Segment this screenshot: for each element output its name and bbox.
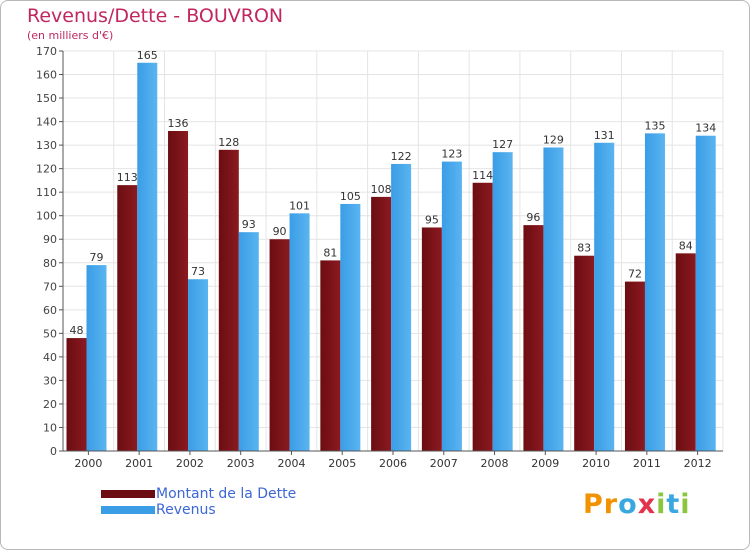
y-tick-label: 60	[43, 304, 57, 317]
legend-label-dette: Montant de la Dette	[156, 486, 297, 502]
y-tick-label: 160	[36, 69, 57, 82]
bar-revenus	[86, 265, 107, 451]
data-label: 72	[628, 268, 642, 281]
legend-label-revenus: Revenus	[156, 502, 216, 518]
y-tick-label: 80	[43, 257, 57, 270]
bar-dette	[117, 185, 138, 451]
chart-subtitle: (en milliers d'€)	[27, 29, 114, 42]
data-label: 129	[543, 133, 564, 146]
chart-title: Revenus/Dette - BOUVRON	[27, 5, 284, 27]
data-label: 113	[117, 171, 138, 184]
y-tick-label: 150	[36, 92, 57, 105]
data-label: 131	[594, 129, 615, 142]
x-tick-label: 2006	[379, 457, 407, 470]
data-label: 127	[492, 138, 513, 151]
x-tick-label: 2001	[125, 457, 153, 470]
x-tick-label: 2002	[176, 457, 204, 470]
data-label: 105	[340, 190, 361, 203]
data-label: 90	[273, 225, 287, 238]
bar-dette	[371, 196, 392, 451]
bar-revenus	[391, 163, 412, 452]
bar-revenus	[543, 147, 564, 451]
y-tick-label: 90	[43, 233, 57, 246]
y-tick-label: 40	[43, 351, 57, 364]
data-label: 136	[168, 117, 189, 130]
x-tick-label: 2003	[227, 457, 255, 470]
data-label: 95	[425, 213, 439, 226]
x-tick-label: 2008	[481, 457, 509, 470]
proxiti-logo[interactable]: Proxiti	[583, 489, 691, 520]
y-tick-label: 120	[36, 163, 57, 176]
data-label: 96	[526, 211, 540, 224]
data-label: 73	[191, 265, 205, 278]
data-label: 48	[70, 324, 84, 337]
bar-revenus	[137, 62, 158, 451]
y-tick-label: 140	[36, 116, 57, 129]
y-tick-label: 50	[43, 327, 57, 340]
bar-revenus	[289, 213, 310, 451]
legend-swatch-revenus	[101, 506, 155, 514]
data-label: 165	[137, 49, 158, 62]
logo-letter: i	[680, 489, 691, 520]
data-label: 83	[577, 242, 591, 255]
bar-revenus	[238, 232, 259, 451]
data-label: 108	[371, 183, 392, 196]
data-label: 122	[391, 150, 412, 163]
x-tick-label: 2007	[430, 457, 458, 470]
bar-revenus	[188, 279, 209, 451]
logo-letter: i	[656, 489, 667, 520]
y-tick-label: 10	[43, 421, 57, 434]
data-label: 79	[90, 251, 104, 264]
y-tick-label: 0	[50, 445, 57, 458]
bar-revenus	[695, 135, 716, 452]
y-tick-label: 70	[43, 280, 57, 293]
logo-letter: o	[618, 489, 638, 520]
data-label: 84	[679, 239, 693, 252]
y-tick-label: 110	[36, 186, 57, 199]
bar-revenus	[594, 142, 615, 451]
data-label: 81	[323, 246, 337, 259]
logo-letter: t	[666, 489, 681, 520]
y-tick-label: 170	[36, 45, 57, 58]
bar-dette	[624, 281, 645, 451]
bar-dette	[66, 338, 87, 451]
bar-dette	[269, 239, 290, 451]
x-tick-label: 2005	[328, 457, 356, 470]
y-tick-label: 130	[36, 139, 57, 152]
bar-dette	[472, 182, 493, 451]
x-tick-label: 2000	[74, 457, 102, 470]
bar-dette	[168, 131, 189, 451]
bar-dette	[320, 260, 341, 451]
x-tick-label: 2009	[531, 457, 559, 470]
bar-revenus	[644, 133, 665, 451]
data-label: 135	[644, 119, 665, 132]
legend-swatch-dette	[101, 490, 155, 498]
bar-revenus	[340, 203, 361, 451]
y-tick-label: 30	[43, 374, 57, 387]
bar-dette	[421, 227, 442, 451]
bar-dette	[523, 225, 544, 451]
bar-dette	[218, 149, 239, 451]
logo-letter: P	[583, 489, 604, 520]
x-tick-label: 2012	[684, 457, 712, 470]
data-label: 128	[218, 136, 239, 149]
x-tick-label: 2010	[582, 457, 610, 470]
data-label: 93	[242, 218, 256, 231]
bar-dette	[675, 253, 696, 451]
x-tick-label: 2004	[277, 457, 305, 470]
data-label: 134	[695, 122, 716, 135]
data-label: 123	[441, 148, 462, 161]
y-tick-label: 100	[36, 210, 57, 223]
y-tick-label: 20	[43, 398, 57, 411]
data-label: 114	[472, 169, 493, 182]
bar-revenus	[492, 152, 513, 452]
bar-revenus	[441, 161, 462, 451]
logo-letter: x	[637, 489, 657, 520]
data-label: 101	[289, 199, 310, 212]
x-tick-label: 2011	[633, 457, 661, 470]
logo-letter: r	[603, 489, 619, 520]
bar-dette	[574, 255, 595, 451]
